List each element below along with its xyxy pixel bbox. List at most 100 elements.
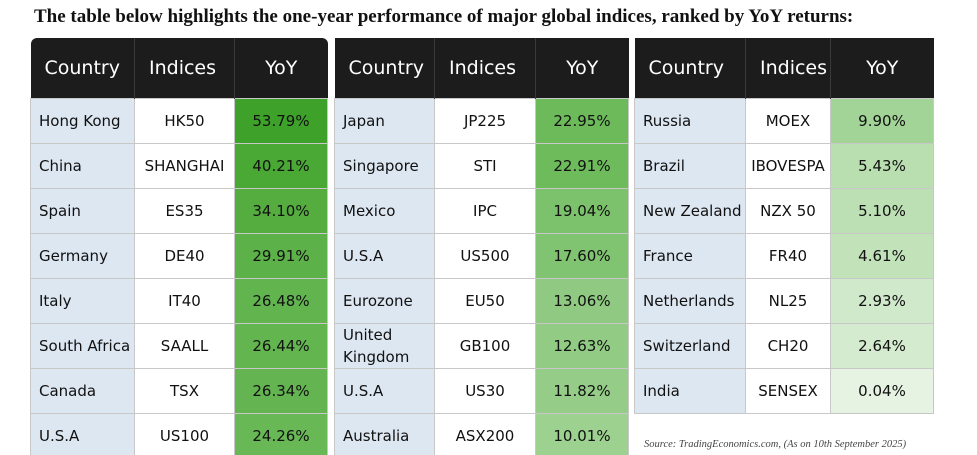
index-cell: TSX: [134, 367, 235, 414]
table-row: U.S.A US100 24.26%: [30, 412, 328, 455]
table-row: China SHANGHAI 40.21%: [30, 142, 328, 189]
table-row: Hong Kong HK50 53.79%: [30, 97, 328, 144]
index-cell: IPC: [434, 187, 536, 234]
country-cell: U.S.A: [30, 412, 135, 455]
index-cell: GB100: [434, 322, 536, 369]
indices-table-1: Country Indices YoY Hong Kong HK50 53.79% C…: [30, 38, 328, 455]
index-cell: SAALL: [134, 322, 235, 369]
yoy-cell: 17.60%: [535, 232, 629, 279]
yoy-cell: 12.63%: [535, 322, 629, 369]
index-cell: ES35: [134, 187, 235, 234]
index-cell: US100: [134, 412, 235, 455]
country-cell: Hong Kong: [30, 97, 135, 144]
country-cell: Mexico: [334, 187, 435, 234]
table-row: Spain ES35 34.10%: [30, 187, 328, 234]
table-row: Eurozone EU50 13.06%: [334, 277, 629, 324]
country-cell: Spain: [30, 187, 135, 234]
table-row: Switzerland CH20 2.64%: [634, 322, 934, 369]
country-cell: Japan: [334, 97, 435, 144]
header-country: Country: [634, 38, 746, 98]
table-row: Germany DE40 29.91%: [30, 232, 328, 279]
indices-table-3: Country Indices YoY Russia MOEX 9.90% Brazi…: [634, 38, 934, 414]
indices-table-2: Country Indices YoY Japan JP225 22.95% Sing…: [334, 38, 629, 455]
yoy-cell: 22.91%: [535, 142, 629, 189]
country-cell: South Africa: [30, 322, 135, 369]
country-cell: Germany: [30, 232, 135, 279]
country-cell: Switzerland: [634, 322, 746, 369]
table-row: India SENSEX 0.04%: [634, 367, 934, 414]
index-cell: JP225: [434, 97, 536, 144]
index-cell: HK50: [134, 97, 235, 144]
table-row: Canada TSX 26.34%: [30, 367, 328, 414]
country-cell: Eurozone: [334, 277, 435, 324]
yoy-cell: 4.61%: [830, 232, 934, 279]
index-cell: FR40: [745, 232, 831, 279]
yoy-cell: 11.82%: [535, 367, 629, 414]
yoy-cell: 9.90%: [830, 97, 934, 144]
table-row: United Kingdom GB100 12.63%: [334, 322, 629, 369]
table-row: Brazil IBOVESPA 5.43%: [634, 142, 934, 189]
yoy-cell: 24.26%: [234, 412, 328, 455]
index-cell: IT40: [134, 277, 235, 324]
yoy-cell: 2.93%: [830, 277, 934, 324]
table-row: South Africa SAALL 26.44%: [30, 322, 328, 369]
index-cell: STI: [434, 142, 536, 189]
table-row: Singapore STI 22.91%: [334, 142, 629, 189]
table-row: U.S.A US500 17.60%: [334, 232, 629, 279]
yoy-cell: 29.91%: [234, 232, 328, 279]
country-cell: India: [634, 367, 746, 414]
yoy-cell: 5.43%: [830, 142, 934, 189]
index-cell: EU50: [434, 277, 536, 324]
table-row: New Zealand NZX 50 5.10%: [634, 187, 934, 234]
country-cell: Italy: [30, 277, 135, 324]
country-cell: U.S.A: [334, 232, 435, 279]
country-cell: Singapore: [334, 142, 435, 189]
table-row: France FR40 4.61%: [634, 232, 934, 279]
index-cell: US500: [434, 232, 536, 279]
header-yoy: YoY: [830, 38, 934, 98]
index-cell: CH20: [745, 322, 831, 369]
index-cell: IBOVESPA: [745, 142, 831, 189]
yoy-cell: 53.79%: [234, 97, 328, 144]
table-row: Mexico IPC 19.04%: [334, 187, 629, 234]
country-cell: Canada: [30, 367, 135, 414]
yoy-cell: 26.34%: [234, 367, 328, 414]
country-cell: Australia: [334, 412, 435, 455]
yoy-cell: 34.10%: [234, 187, 328, 234]
header-country: Country: [334, 38, 435, 98]
table-row: U.S.A US30 11.82%: [334, 367, 629, 414]
index-cell: US30: [434, 367, 536, 414]
source-note: Source: TradingEconomics.com, (As on 10t…: [644, 439, 907, 450]
page-title: The table below highlights the one-year …: [34, 6, 854, 27]
table-row: Japan JP225 22.95%: [334, 97, 629, 144]
table-row: Italy IT40 26.48%: [30, 277, 328, 324]
yoy-cell: 13.06%: [535, 277, 629, 324]
country-cell: Brazil: [634, 142, 746, 189]
index-cell: DE40: [134, 232, 235, 279]
yoy-cell: 10.01%: [535, 412, 629, 455]
header-yoy: YoY: [535, 38, 629, 98]
yoy-cell: 40.21%: [234, 142, 328, 189]
table-row: Russia MOEX 9.90%: [634, 97, 934, 144]
country-cell: Russia: [634, 97, 746, 144]
country-cell: France: [634, 232, 746, 279]
yoy-cell: 22.95%: [535, 97, 629, 144]
header-country: Country: [30, 38, 135, 98]
country-cell: Netherlands: [634, 277, 746, 324]
country-cell: New Zealand: [634, 187, 746, 234]
table-row: Netherlands NL25 2.93%: [634, 277, 934, 324]
header-indices: Indices: [745, 38, 831, 98]
country-cell: China: [30, 142, 135, 189]
header-indices: Indices: [434, 38, 536, 98]
yoy-cell: 5.10%: [830, 187, 934, 234]
index-cell: SENSEX: [745, 367, 831, 414]
yoy-cell: 26.44%: [234, 322, 328, 369]
index-cell: ASX200: [434, 412, 536, 455]
header-indices: Indices: [134, 38, 235, 98]
yoy-cell: 26.48%: [234, 277, 328, 324]
index-cell: NZX 50: [745, 187, 831, 234]
yoy-cell: 0.04%: [830, 367, 934, 414]
index-cell: SHANGHAI: [134, 142, 235, 189]
header-yoy: YoY: [234, 38, 328, 98]
country-cell: United Kingdom: [334, 322, 435, 369]
